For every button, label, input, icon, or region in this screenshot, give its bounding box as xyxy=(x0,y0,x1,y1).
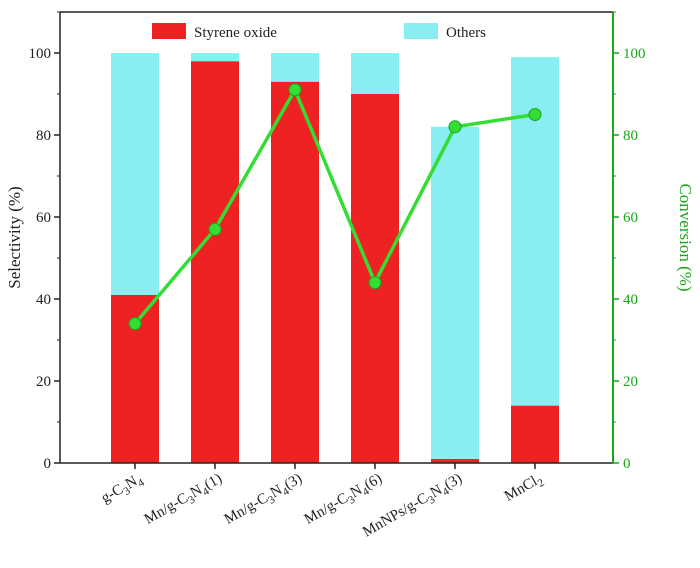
conversion-point-4 xyxy=(448,120,462,134)
bar-styrene-oxide-1 xyxy=(191,61,239,463)
bar-styrene-oxide-2 xyxy=(271,81,319,463)
y-axis-label: Selectivity (%) xyxy=(5,186,24,288)
bar-others-0 xyxy=(111,53,159,295)
conversion-point-5 xyxy=(528,108,542,121)
legend-swatch-0 xyxy=(152,23,186,39)
right-tick-label-0: 0 xyxy=(623,456,631,472)
conversion-point-1 xyxy=(208,222,222,236)
left-tick-label-5: 100 xyxy=(29,46,52,62)
legend-swatch-1 xyxy=(404,23,438,39)
conversion-point-0 xyxy=(128,317,142,331)
left-tick-label-3: 60 xyxy=(36,210,51,226)
legend-label-0: Styrene oxide xyxy=(194,25,277,41)
conversion-line-layer xyxy=(128,83,542,331)
left-tick-label-1: 20 xyxy=(36,374,51,390)
right-tick-label-2: 40 xyxy=(623,292,638,308)
legend: Styrene oxide Others xyxy=(152,23,486,41)
right-tick-label-1: 20 xyxy=(623,374,638,390)
bar-others-2 xyxy=(271,53,319,82)
y-axis-right-label: Conversion (%) xyxy=(676,183,695,291)
bar-others-4 xyxy=(431,126,479,459)
bar-styrene-oxide-5 xyxy=(511,405,559,463)
right-tick-label-3: 60 xyxy=(623,210,638,226)
conversion-point-3 xyxy=(368,276,382,290)
bar-others-3 xyxy=(351,53,399,94)
left-tick-label-4: 80 xyxy=(36,128,51,144)
bar-others-1 xyxy=(191,53,239,62)
conversion-point-2 xyxy=(288,83,302,97)
left-tick-label-0: 0 xyxy=(44,456,52,472)
left-tick-label-2: 40 xyxy=(36,292,51,308)
legend-label-1: Others xyxy=(446,25,486,41)
bar-styrene-oxide-4 xyxy=(431,458,479,463)
right-tick-label-5: 100 xyxy=(623,46,646,62)
conversion-line xyxy=(133,88,536,325)
right-tick-label-4: 80 xyxy=(623,128,638,144)
